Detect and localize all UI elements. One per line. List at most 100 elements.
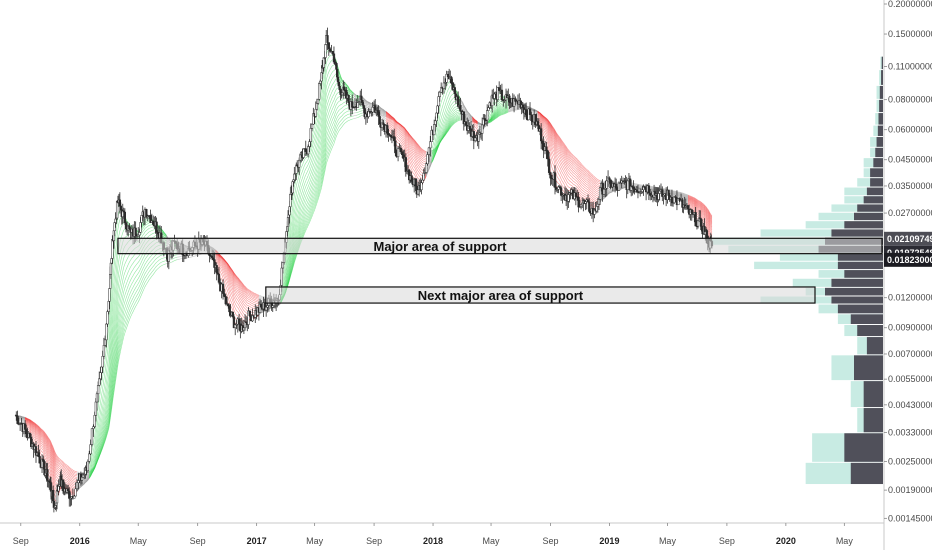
ribbon-line — [46, 438, 48, 442]
ribbon-line — [95, 455, 98, 461]
ribbon-line — [47, 448, 49, 451]
ribbon-line — [96, 444, 99, 451]
ribbon-line — [44, 456, 46, 460]
ribbon-line — [87, 476, 90, 478]
ribbon-line — [41, 438, 44, 441]
ribbon-line — [32, 424, 34, 427]
ribbon-line — [42, 438, 45, 442]
ribbon-line — [36, 442, 39, 445]
ribbon-line — [93, 458, 96, 464]
ribbon-line — [48, 452, 50, 455]
ribbon-line — [38, 432, 40, 435]
ribbon-line — [32, 429, 34, 433]
ribbon-line — [62, 467, 65, 469]
ribbon-line — [93, 435, 96, 444]
ribbon-line — [70, 490, 72, 492]
ribbon-line — [61, 468, 64, 470]
ribbon-line — [40, 434, 43, 437]
ribbon-line — [65, 470, 68, 472]
volume-bar-sell — [844, 433, 883, 462]
ribbon-line — [28, 427, 31, 430]
ribbon-line — [61, 460, 64, 462]
ribbon-line — [95, 416, 98, 427]
ribbon-line — [81, 484, 84, 486]
ribbon-line — [30, 425, 33, 427]
ribbon-line — [97, 448, 100, 454]
ribbon-line — [49, 459, 51, 462]
ribbon-line — [39, 428, 42, 430]
ribbon-line — [86, 478, 89, 481]
ribbon-line — [90, 469, 93, 471]
ribbon-line — [54, 494, 56, 497]
ribbon-line — [55, 457, 58, 459]
volume-bar-sell — [863, 196, 883, 204]
ribbon-line — [66, 469, 69, 471]
volume-bar-sell — [857, 325, 883, 337]
ribbon-line — [34, 422, 37, 425]
ribbon-line — [52, 451, 54, 455]
ribbon-line — [40, 430, 43, 432]
ribbon-line — [48, 459, 50, 463]
ribbon-line — [60, 459, 62, 461]
ribbon-line — [95, 446, 98, 453]
ribbon-line — [55, 460, 57, 463]
ribbon-line — [25, 417, 27, 419]
ribbon-line — [60, 466, 62, 469]
ribbon-line — [27, 422, 29, 424]
ribbon-line — [70, 486, 72, 489]
ribbon-line — [35, 426, 38, 429]
ribbon-line — [28, 418, 31, 420]
ribbon-line — [93, 461, 96, 467]
ribbon-line — [60, 463, 62, 465]
ribbon-line — [84, 478, 86, 480]
ribbon-line — [50, 470, 53, 474]
ribbon-line — [67, 473, 70, 475]
ribbon-line — [53, 457, 55, 461]
ribbon-line — [40, 438, 43, 441]
ribbon-line — [66, 465, 69, 467]
ribbon-line — [98, 436, 101, 443]
ribbon-line — [29, 423, 32, 426]
ribbon-line — [49, 443, 52, 446]
ribbon-line — [61, 461, 63, 463]
ribbon-line — [52, 466, 54, 470]
ribbon-line — [49, 439, 51, 442]
ribbon-line — [90, 472, 93, 475]
ribbon-line — [45, 455, 47, 458]
ribbon-line — [39, 447, 42, 451]
ribbon-line — [90, 461, 93, 469]
ribbon-line — [50, 450, 52, 454]
volume-bar-sell — [825, 287, 883, 296]
ribbon-line — [53, 449, 55, 452]
ribbon-line — [40, 428, 43, 431]
ribbon-line — [53, 451, 55, 454]
ribbon-line — [34, 428, 37, 431]
ribbon-line — [50, 444, 52, 447]
ribbon-line — [56, 482, 58, 484]
ribbon-line — [61, 473, 64, 475]
ribbon-line — [47, 457, 49, 461]
ribbon-line — [48, 450, 50, 453]
ribbon-line — [42, 453, 45, 457]
ribbon-line — [52, 482, 55, 487]
ribbon-line — [56, 472, 59, 474]
ribbon-line — [47, 460, 49, 464]
ribbon-line — [64, 469, 67, 471]
ribbon-line — [66, 467, 69, 470]
ribbon-line — [37, 425, 39, 428]
ribbon-line — [39, 428, 42, 431]
ribbon-line — [70, 480, 72, 482]
ribbon-line — [49, 454, 51, 457]
ribbon-line — [34, 424, 37, 427]
ribbon-line — [36, 431, 39, 434]
ribbon-line — [74, 470, 76, 472]
ribbon-line — [58, 460, 60, 462]
ribbon-line — [33, 423, 35, 425]
ribbon-line — [67, 483, 70, 485]
ribbon-line — [46, 447, 48, 451]
ribbon-line — [54, 453, 56, 456]
ribbon-line — [95, 441, 98, 449]
ribbon-line — [56, 477, 59, 479]
ribbon-line — [52, 457, 55, 461]
